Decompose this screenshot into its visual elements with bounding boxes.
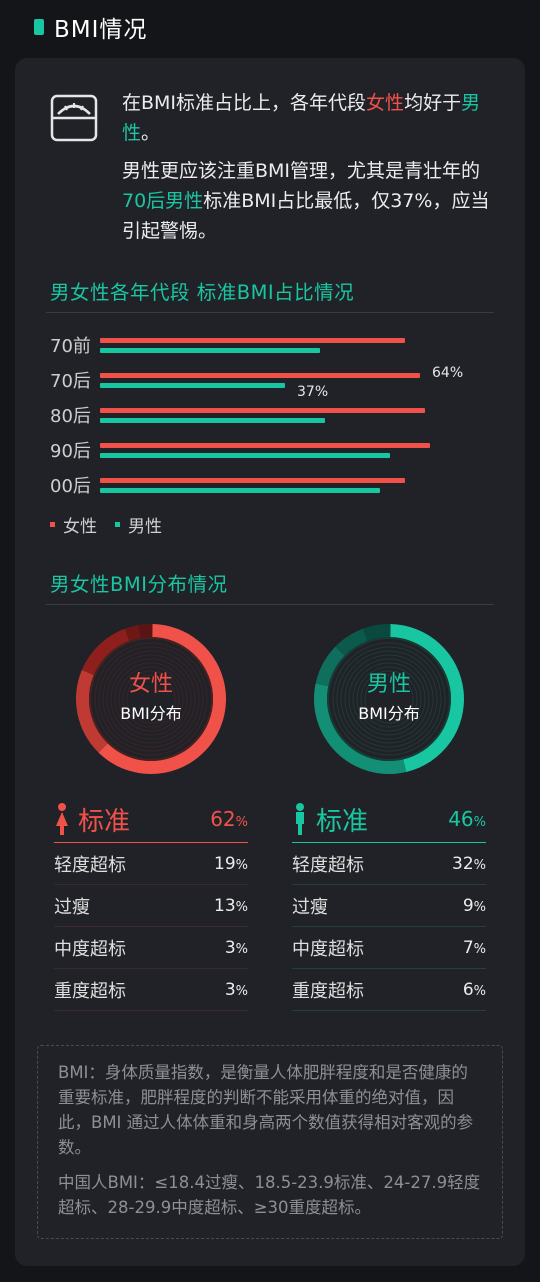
female-head-divider bbox=[54, 842, 248, 843]
male-standard-row: 标准 46% bbox=[292, 796, 486, 842]
bar-chart-title: 男女性各年代段 标准BMI占比情况 bbox=[50, 281, 355, 304]
female-donut-chart bbox=[76, 624, 226, 774]
page-title: BMI情况 bbox=[54, 17, 148, 43]
table-row: 中度超标 3% bbox=[54, 927, 248, 969]
section-divider bbox=[46, 312, 494, 313]
legend-female: 女性 bbox=[50, 512, 97, 537]
decorative-ring bbox=[110, 658, 192, 740]
female-standard-label: 标准 bbox=[78, 806, 131, 837]
table-row: 重度超标 3% bbox=[54, 969, 248, 1011]
legend-female-swatch bbox=[50, 522, 55, 527]
female-donut-sublabel: BMI分布 bbox=[120, 704, 182, 723]
male-bar bbox=[100, 348, 320, 353]
male-donut-chart bbox=[314, 624, 464, 774]
category-label: 00后 bbox=[50, 476, 91, 497]
male-person-icon bbox=[296, 803, 304, 835]
female-highlight: 女性 bbox=[366, 92, 405, 114]
male-distribution-table: 标准 46% 轻度超标 32% 过瘦 9% 中度超标 7% 重度超标 6% bbox=[292, 796, 486, 1011]
donut-slice bbox=[390, 624, 464, 773]
decorative-ring bbox=[356, 666, 422, 732]
legend-male: 男性 bbox=[115, 512, 162, 537]
female-bar bbox=[100, 443, 430, 448]
note-chinese-bmi-ranges: 中国人BMI：≤18.4过瘦、18.5-23.9标准、24-27.9轻度超标、2… bbox=[58, 1173, 481, 1217]
decorative-ring bbox=[352, 662, 426, 736]
decorative-ring bbox=[360, 670, 418, 728]
intro-paragraph-2: 男性更应该注重BMI管理，尤其是青壮年的70后男性标准BMI占比最低，仅37%，… bbox=[122, 160, 490, 242]
decorative-ring bbox=[118, 666, 184, 732]
male-bar bbox=[100, 453, 390, 458]
male-head-divider bbox=[292, 842, 486, 843]
donut-inner-edge bbox=[327, 637, 451, 761]
donut-inner-edge bbox=[89, 637, 213, 761]
male-bar bbox=[100, 418, 325, 423]
female-person-icon bbox=[56, 803, 68, 835]
section-header: BMI情况 bbox=[34, 12, 148, 43]
header-marker bbox=[34, 19, 44, 35]
chart-legend: 女性 男性 bbox=[50, 512, 180, 537]
male-bar bbox=[100, 488, 380, 493]
decorative-ring bbox=[332, 642, 446, 756]
data-label: 64% bbox=[432, 365, 464, 381]
donut-slice bbox=[362, 624, 391, 641]
decorative-ring bbox=[126, 674, 176, 724]
male-donut-label: 男性 bbox=[366, 672, 411, 697]
donut-slice bbox=[98, 624, 226, 774]
male-highlight: 男性 bbox=[122, 92, 481, 144]
male-donut-sublabel: BMI分布 bbox=[358, 704, 420, 723]
category-label: 90后 bbox=[50, 441, 91, 462]
decorative-ring bbox=[348, 658, 430, 740]
donut-slice bbox=[76, 670, 108, 753]
intro-paragraph-1: 在BMI标准占比上，各年代段女性均好于男性。 bbox=[122, 92, 481, 144]
scale-icon bbox=[50, 94, 98, 142]
legend-male-swatch bbox=[115, 522, 120, 527]
female-standard-row: 标准 62% bbox=[54, 796, 248, 842]
intro-text: 在BMI标准占比上，各年代段女性均好于男性。 男性更应该注重BMI管理，尤其是青… bbox=[122, 88, 494, 246]
category-label: 70后 bbox=[50, 371, 91, 392]
female-bar bbox=[100, 478, 405, 483]
male-standard-value: 46% bbox=[448, 807, 486, 831]
decorative-ring bbox=[98, 646, 204, 752]
data-label: 37% bbox=[297, 384, 329, 400]
decorative-ring bbox=[340, 650, 438, 748]
table-row: 轻度超标 19% bbox=[54, 843, 248, 885]
male-standard-label: 标准 bbox=[316, 806, 369, 837]
category-label: 80后 bbox=[50, 406, 91, 427]
decorative-ring bbox=[344, 654, 434, 744]
note-definition: BMI：身体质量指数，是衡量人体肥胖程度和是否健康的重要标准，肥胖程度的判断不能… bbox=[58, 1063, 474, 1157]
decorative-ring bbox=[106, 654, 196, 744]
decorative-ring bbox=[122, 670, 180, 728]
distribution-title: 男女性BMI分布情况 bbox=[50, 573, 228, 596]
donut-slice bbox=[81, 628, 130, 676]
female-bar bbox=[100, 373, 420, 378]
donut-slice bbox=[335, 628, 368, 656]
male-bar bbox=[100, 383, 285, 388]
donut-slice bbox=[314, 683, 407, 774]
decorative-ring bbox=[94, 642, 208, 756]
decorative-ring bbox=[364, 674, 414, 724]
donut-slice bbox=[138, 624, 153, 638]
decorative-ring bbox=[102, 650, 200, 748]
female-bar bbox=[100, 408, 425, 413]
female-distribution-table: 标准 62% 轻度超标 19% 过瘦 13% 中度超标 3% 重度超标 3% bbox=[54, 796, 248, 1011]
category-label: 70前 bbox=[50, 336, 91, 357]
female-donut: 女性 BMI分布 bbox=[74, 622, 228, 776]
table-row: 重度超标 6% bbox=[292, 969, 486, 1011]
table-row: 中度超标 7% bbox=[292, 927, 486, 969]
70s-male-highlight: 70后男性 bbox=[122, 190, 204, 212]
donut-slice bbox=[124, 625, 141, 641]
female-donut-label: 女性 bbox=[128, 672, 173, 697]
donut-slice bbox=[315, 646, 345, 687]
bmi-definition-note: BMI：身体质量指数，是衡量人体肥胖程度和是否健康的重要标准，肥胖程度的判断不能… bbox=[37, 1045, 503, 1239]
table-row: 轻度超标 32% bbox=[292, 843, 486, 885]
table-row: 过瘦 9% bbox=[292, 885, 486, 927]
table-row: 过瘦 13% bbox=[54, 885, 248, 927]
female-bar bbox=[100, 338, 405, 343]
decorative-ring bbox=[114, 662, 188, 736]
decorative-ring bbox=[336, 646, 442, 752]
male-donut: 男性 BMI分布 bbox=[312, 622, 466, 776]
female-standard-value: 62% bbox=[210, 807, 248, 831]
section-divider bbox=[46, 604, 494, 605]
